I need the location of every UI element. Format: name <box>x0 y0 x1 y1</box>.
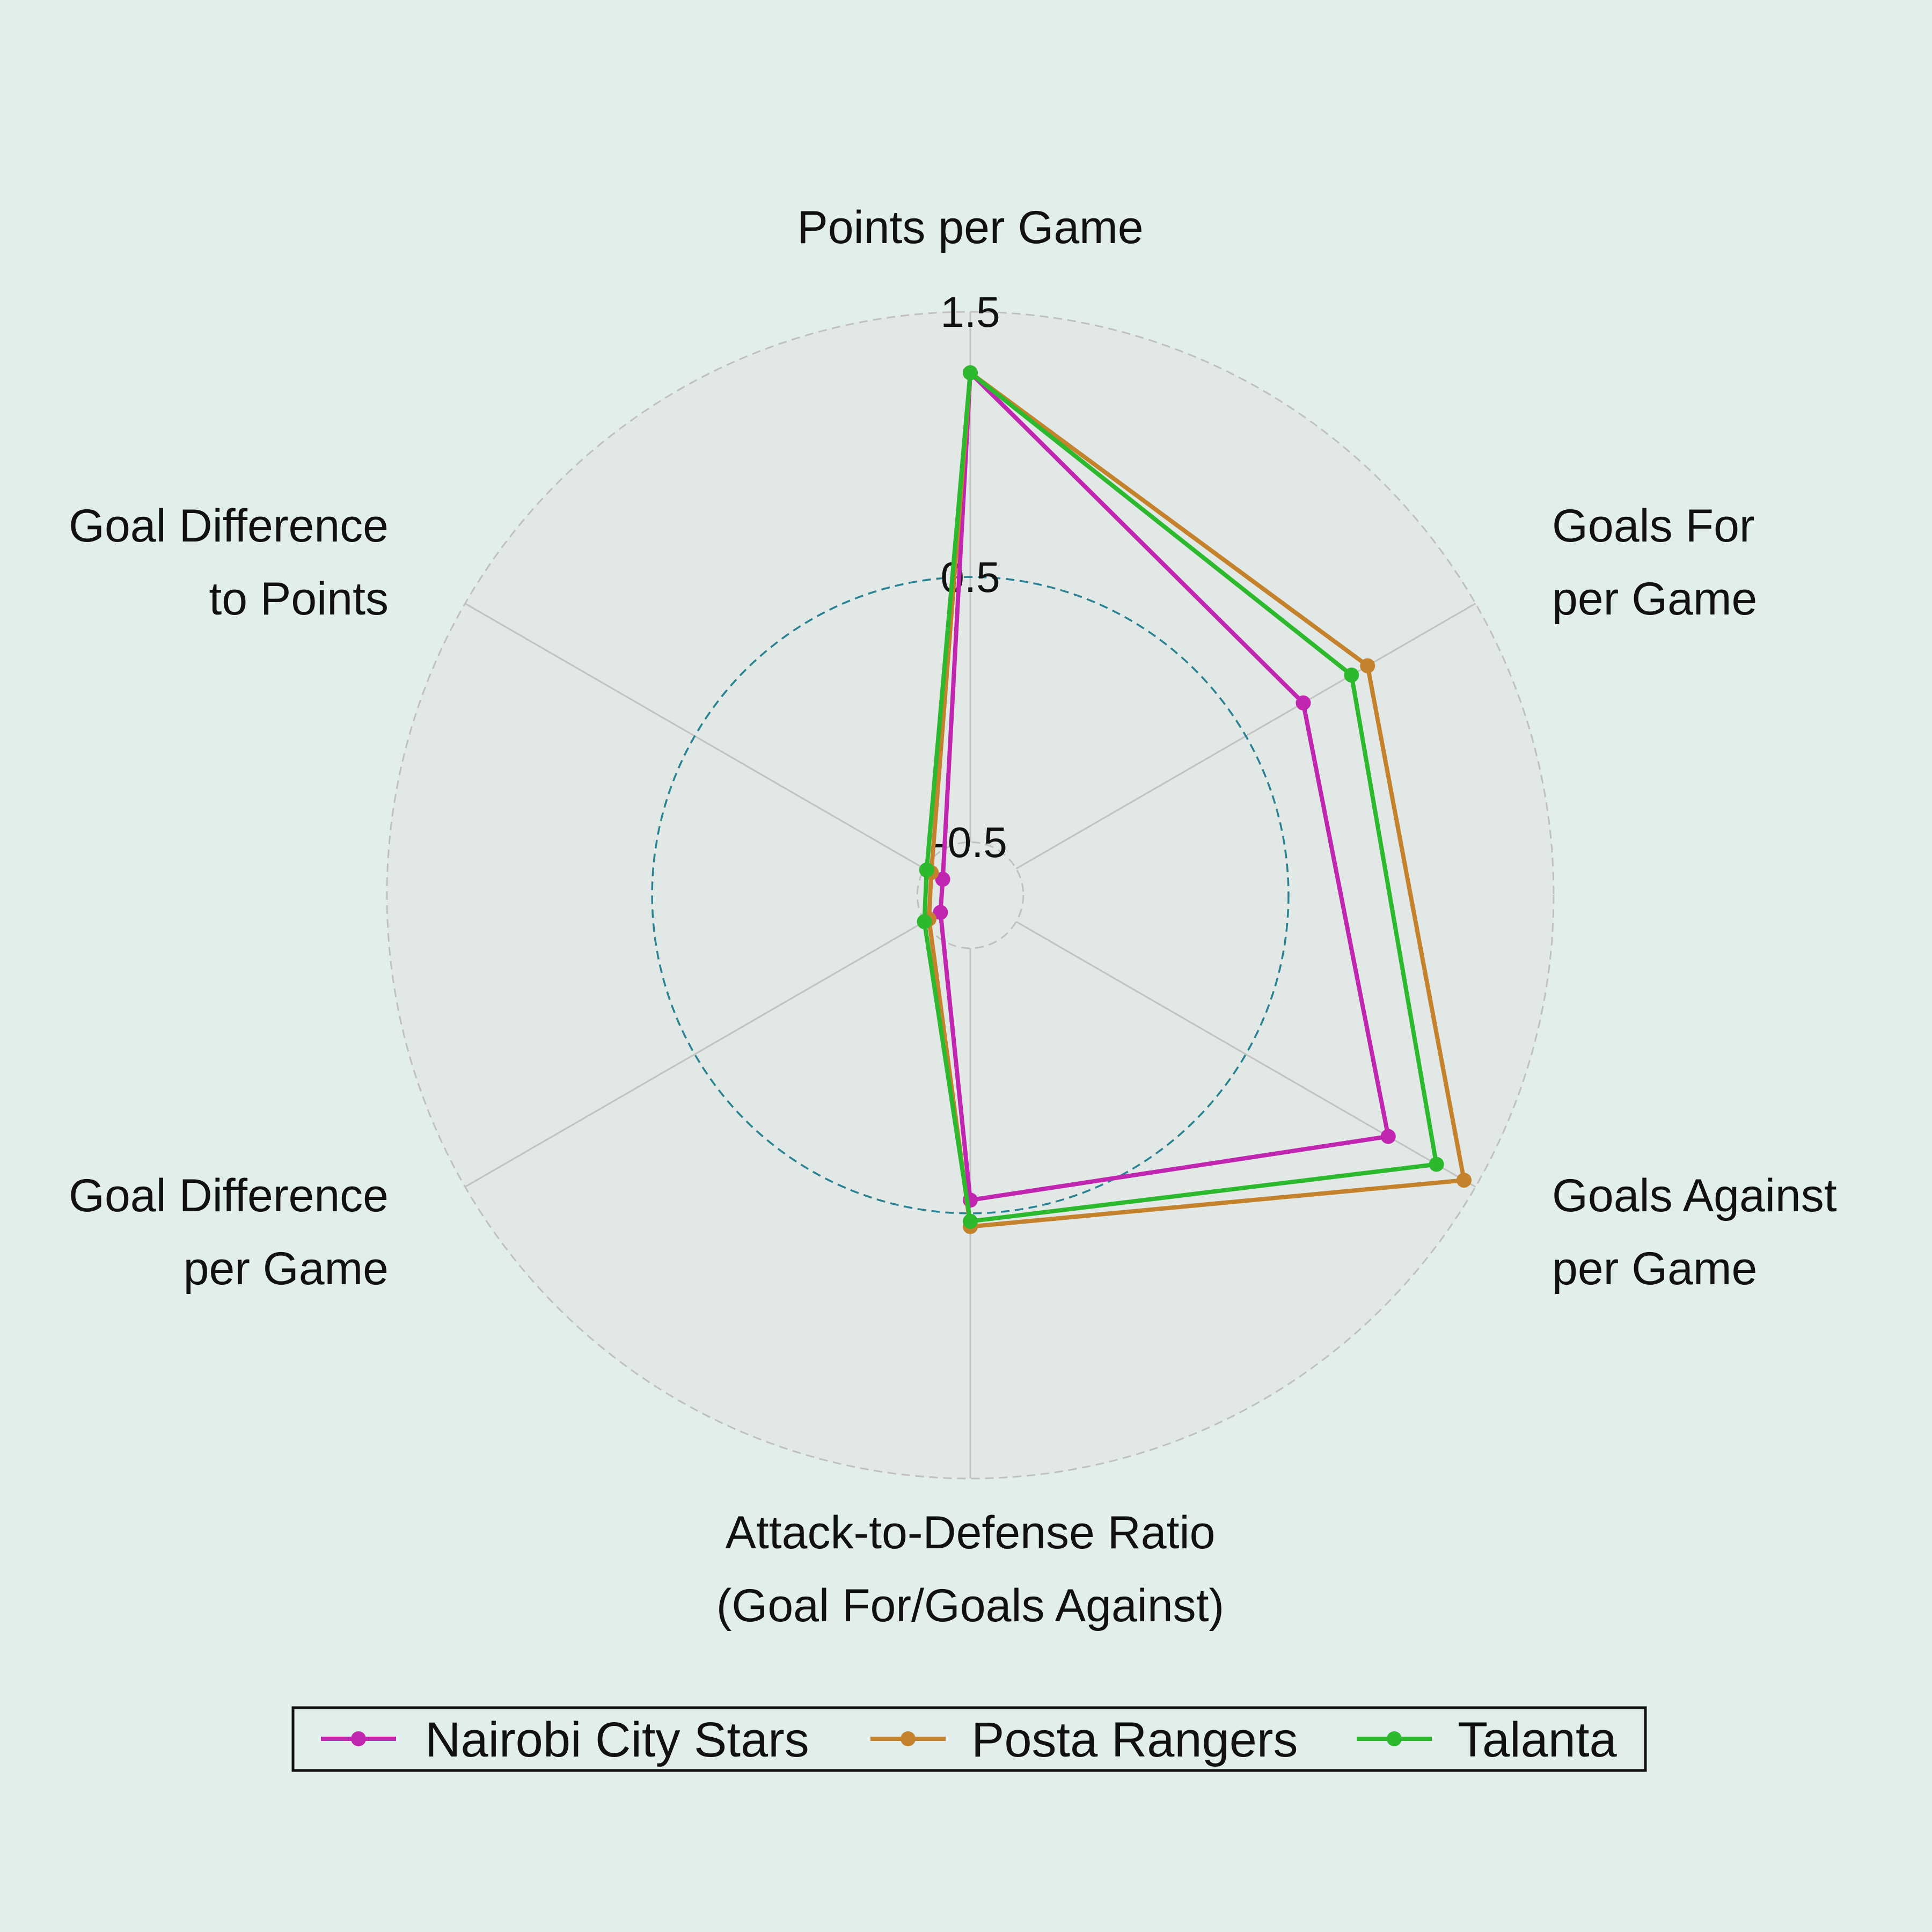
legend-label: Nairobi City Stars <box>425 1713 809 1767</box>
axis-label-line: Attack-to-Defense Ratio <box>726 1507 1216 1558</box>
legend-label: Talanta <box>1458 1713 1617 1767</box>
legend-label: Posta Rangers <box>971 1713 1298 1767</box>
axis-label-line: to Points <box>209 573 389 625</box>
spoke-line <box>970 603 1476 896</box>
axis-label: Points per Game <box>797 202 1143 253</box>
data-point <box>963 365 978 380</box>
data-point <box>1344 667 1359 683</box>
legend: Nairobi City Stars Posta Rangers Talanta <box>291 1706 1647 1772</box>
axis-label-line: (Goal For/Goals Against) <box>716 1580 1224 1631</box>
data-point <box>963 1213 978 1229</box>
axis-label-line: Goal Difference <box>69 500 389 552</box>
data-point <box>917 914 932 930</box>
data-point <box>1456 1173 1472 1188</box>
spoke-line <box>464 603 971 896</box>
axis-label: Goal Difference to Points <box>69 500 389 625</box>
data-point <box>1360 658 1375 674</box>
tick-label: 1.5 <box>940 288 1000 336</box>
data-point <box>933 905 948 920</box>
spoke-line <box>464 894 971 1188</box>
axis-label: Goals For per Game <box>1552 500 1757 625</box>
series-talanta <box>917 365 1444 1229</box>
legend-swatch-marker <box>901 1731 916 1746</box>
data-point <box>1296 695 1311 711</box>
axis-label-line: Goal Difference <box>69 1170 389 1221</box>
data-point <box>935 872 950 887</box>
legend-swatch-marker <box>1387 1731 1402 1746</box>
axis-label-line: Points per Game <box>797 202 1143 253</box>
axis-label-line: Goals For <box>1552 500 1755 552</box>
grid-circle-outer <box>386 311 1555 1480</box>
data-point <box>919 862 934 878</box>
axis-label-line: per Game <box>1552 1243 1757 1294</box>
axis-label-line: per Game <box>184 1243 389 1294</box>
axis-label-line: per Game <box>1552 573 1757 625</box>
data-series <box>917 365 1472 1234</box>
grid-circle-mid <box>651 576 1290 1214</box>
axis-label: Goal Difference per Game <box>69 1170 389 1294</box>
data-point <box>1380 1129 1396 1144</box>
legend-box <box>291 1706 1647 1772</box>
data-point <box>1429 1157 1444 1172</box>
axis-label-line: Goals Against <box>1552 1170 1837 1221</box>
axis-label: Goals Against per Game <box>1552 1170 1837 1294</box>
legend-swatch-marker <box>351 1731 366 1746</box>
axis-label: Attack-to-Defense Ratio (Goal For/Goals A… <box>716 1507 1224 1631</box>
